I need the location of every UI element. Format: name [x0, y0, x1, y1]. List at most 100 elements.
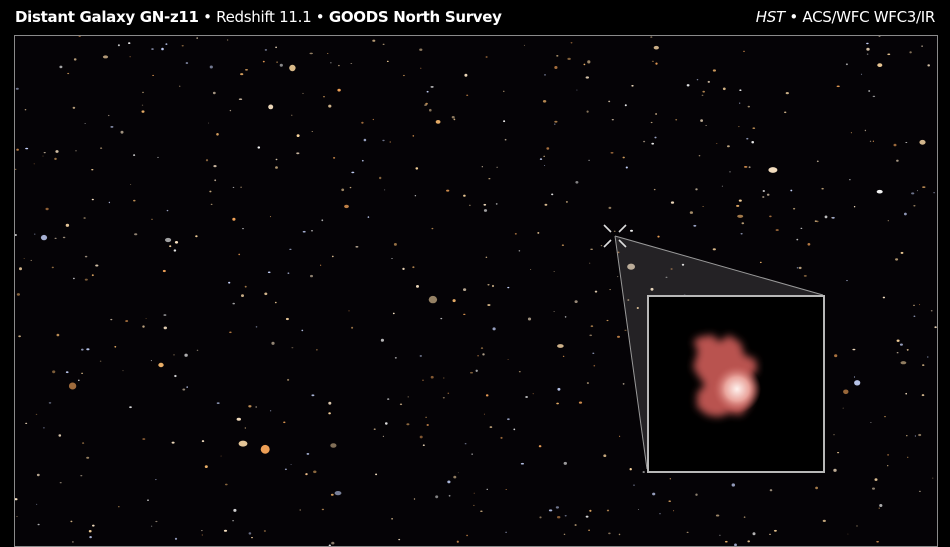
- star: [594, 290, 598, 293]
- star: [589, 509, 592, 512]
- star: [232, 186, 235, 188]
- star: [420, 67, 422, 69]
- star: [475, 369, 478, 372]
- star: [814, 220, 817, 222]
- star: [310, 274, 313, 278]
- star: [681, 263, 685, 266]
- star: [542, 100, 547, 103]
- star: [419, 435, 423, 439]
- star: [721, 185, 724, 187]
- star: [129, 406, 132, 409]
- star: [387, 398, 390, 400]
- star: [600, 245, 603, 247]
- star: [673, 510, 675, 512]
- star: [268, 104, 274, 110]
- star: [927, 64, 930, 67]
- star: [196, 349, 199, 351]
- star: [557, 387, 561, 391]
- star: [229, 109, 232, 112]
- star: [530, 269, 532, 270]
- star: [766, 193, 770, 196]
- star: [309, 52, 313, 55]
- star: [301, 329, 304, 332]
- star: [495, 203, 498, 205]
- star: [480, 510, 483, 512]
- star: [162, 269, 166, 273]
- star: [151, 218, 153, 220]
- star: [487, 284, 490, 286]
- star: [487, 304, 491, 306]
- star: [302, 92, 304, 94]
- star: [285, 317, 289, 321]
- star: [507, 418, 510, 421]
- star: [257, 146, 261, 149]
- star: [539, 158, 543, 160]
- star: [321, 508, 325, 511]
- star: [698, 155, 701, 157]
- star: [914, 435, 917, 437]
- star: [240, 73, 244, 76]
- star: [25, 422, 28, 424]
- star: [128, 42, 131, 44]
- star: [330, 62, 332, 64]
- star: [232, 302, 235, 305]
- star: [155, 479, 157, 481]
- star: [651, 60, 655, 62]
- star: [544, 203, 548, 206]
- star: [186, 386, 188, 388]
- star: [707, 80, 710, 83]
- star: [464, 73, 468, 77]
- star: [226, 39, 229, 41]
- star: [330, 493, 334, 496]
- star: [241, 294, 244, 297]
- star: [446, 189, 450, 192]
- star: [84, 123, 86, 124]
- star: [575, 181, 579, 184]
- star: [141, 110, 145, 113]
- star: [284, 468, 287, 471]
- star: [287, 378, 290, 381]
- star: [546, 147, 550, 150]
- star: [642, 471, 645, 473]
- star: [624, 329, 627, 331]
- star: [800, 227, 803, 229]
- star: [887, 53, 891, 56]
- star: [311, 394, 315, 397]
- star: [431, 227, 434, 230]
- star: [151, 48, 154, 50]
- star: [930, 310, 933, 312]
- star: [296, 134, 300, 137]
- star: [919, 304, 921, 306]
- star: [205, 159, 209, 162]
- star: [73, 277, 75, 280]
- star: [424, 104, 427, 106]
- star: [72, 106, 76, 109]
- star: [613, 230, 616, 232]
- star: [463, 194, 466, 197]
- star: [196, 37, 198, 39]
- star: [372, 39, 376, 42]
- star: [578, 401, 583, 404]
- star: [807, 243, 811, 246]
- star: [551, 193, 554, 196]
- star: [348, 310, 350, 312]
- star: [174, 241, 179, 244]
- star: [769, 215, 772, 218]
- star: [740, 233, 743, 235]
- star: [816, 220, 819, 223]
- galaxy-closeup-inset: [647, 295, 825, 473]
- star: [922, 186, 926, 189]
- star: [361, 159, 364, 162]
- star: [209, 65, 213, 69]
- star: [878, 36, 881, 37]
- star: [796, 238, 799, 241]
- star: [693, 224, 697, 227]
- star: [587, 60, 591, 64]
- redshift-label: Redshift 11.1: [216, 8, 312, 26]
- star: [567, 57, 571, 60]
- star: [78, 36, 81, 37]
- star: [496, 166, 498, 168]
- star: [75, 150, 77, 152]
- star: [773, 529, 777, 532]
- star: [611, 119, 614, 121]
